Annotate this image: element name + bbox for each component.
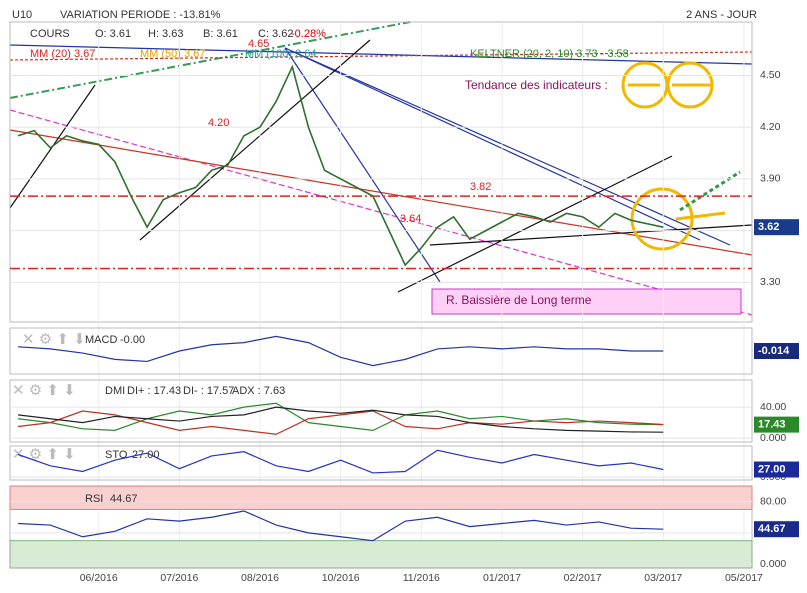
legend-entry: DI+ : 17.43: [127, 385, 181, 397]
y-tick-label: 3.90: [760, 173, 781, 185]
legend-entry: KELTNER (20, 2, 10) 3.73 - 3.58: [470, 48, 629, 60]
y-tick-label: 0.000: [760, 558, 786, 570]
period: 2 ANS - JOUR: [686, 9, 757, 21]
legend-entry: -0.00: [120, 334, 145, 346]
indicator-icons: [621, 61, 741, 251]
series-line: [18, 335, 664, 367]
x-tick-label: 01/2017: [483, 572, 521, 584]
x-tick-label: 10/2016: [322, 572, 360, 584]
oversold-zone: [9, 540, 753, 569]
annotation-box: [431, 288, 742, 315]
legend-entry: MM (20) 3.67: [30, 48, 95, 60]
legend-entry: 27.00: [132, 449, 160, 461]
x-tick-label: 03/2017: [644, 572, 682, 584]
y-tick-label: 0.000: [760, 432, 786, 444]
variation: VARIATION PERIODE : -13.81%: [60, 9, 221, 21]
y-tick-label: 4.50: [760, 69, 781, 81]
legend-entry: STO: [105, 449, 128, 461]
svg-text:✕ ⚙ ⬆ ⬇: ✕ ⚙ ⬆ ⬇: [12, 382, 76, 399]
y-tick-label: 80.00: [760, 495, 786, 507]
panel: [9, 379, 753, 443]
value-box: [754, 416, 799, 433]
x-tick-label: 06/2016: [80, 572, 118, 584]
annotation: 3.64: [400, 213, 421, 225]
y-tick-label: 3.30: [760, 276, 781, 288]
value-box: [754, 343, 799, 359]
legend-entry: RSI: [85, 493, 103, 505]
legend-entry: -0.28%: [291, 28, 326, 40]
panel: [9, 445, 753, 481]
value-box-label: 3.62: [758, 221, 779, 233]
panel: [9, 327, 753, 375]
annotation: 3.82: [470, 181, 491, 193]
x-tick-label: 05/2017: [725, 572, 763, 584]
y-tick-label: 4.20: [760, 121, 781, 133]
annotation: Tendance des indicateurs :: [465, 78, 608, 92]
x-tick-label: 07/2016: [160, 572, 198, 584]
legend-entry: MM (50) 3.67: [140, 48, 205, 60]
svg-text:✕ ⚙ ⬆ ⬇: ✕ ⚙ ⬆ ⬇: [22, 331, 86, 348]
series-line: [18, 510, 664, 542]
value-box: [754, 461, 799, 478]
annotation: 4.20: [208, 117, 229, 129]
legend-entry: COURS: [30, 28, 70, 40]
series-line: [17, 402, 664, 431]
legend-entry: B: 3.61: [203, 28, 238, 40]
svg-text:✕ ⚙ ⬆ ⬇: ✕ ⚙ ⬆ ⬇: [12, 446, 76, 463]
value-box-label: 44.67: [758, 523, 786, 535]
series-line: [17, 406, 664, 433]
value-box-label: 27.00: [758, 463, 786, 475]
annotation: R. Baissière de Long terme: [446, 293, 592, 307]
series-line: [17, 449, 664, 474]
legend-entry: DMI: [105, 385, 125, 397]
legend-entry: C: 3.62: [258, 28, 293, 40]
panel: [9, 21, 753, 323]
legend-entry: O: 3.61: [95, 28, 131, 40]
legend-entry: H: 3.63: [148, 28, 183, 40]
x-tick-label: 02/2017: [564, 572, 602, 584]
annotation: 4.65: [248, 38, 269, 50]
legend-entry: MM (100) 3.64: [245, 48, 317, 60]
value-box-label: -0.014: [758, 345, 790, 357]
y-tick-label: 40.00: [760, 401, 786, 413]
legend-entry: ADX : 7.63: [232, 385, 285, 397]
x-tick-label: 08/2016: [241, 572, 279, 584]
value-box-label: 17.43: [758, 419, 786, 431]
legend-entry: 44.67: [110, 493, 138, 505]
x-tick-label: 11/2016: [403, 572, 440, 584]
legend-entry: MACD: [85, 334, 117, 346]
value-box: [754, 521, 799, 538]
series-line: [17, 64, 664, 267]
legend-entry: DI- : 17.57: [183, 385, 234, 397]
value-box: [754, 219, 799, 236]
overbought-zone: [9, 485, 753, 510]
symbol: U10: [12, 9, 32, 21]
